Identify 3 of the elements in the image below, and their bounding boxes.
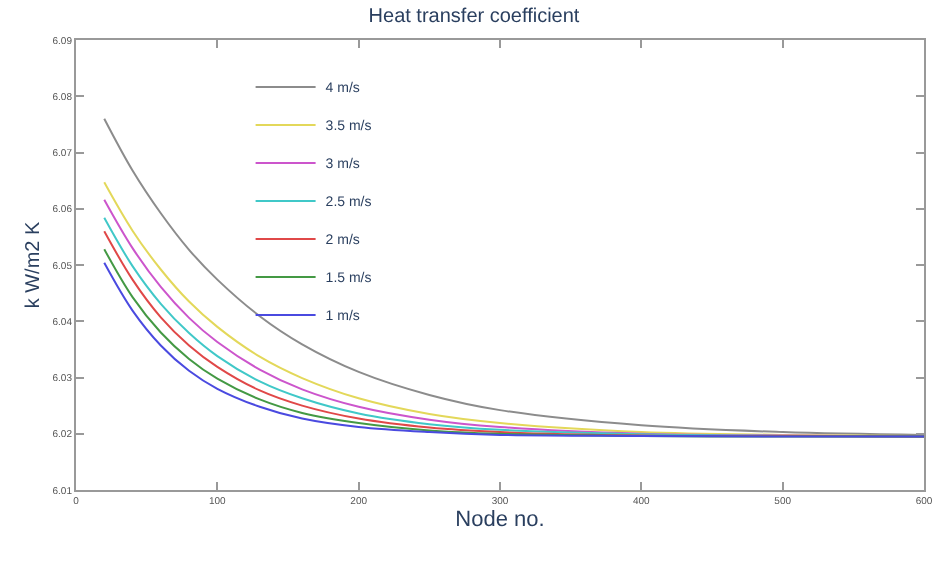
x-axis-title: Node no. — [455, 508, 545, 533]
chart-title: Heat transfer coefficient — [368, 6, 580, 29]
y-axis-title: k W/m2 K — [22, 221, 45, 309]
